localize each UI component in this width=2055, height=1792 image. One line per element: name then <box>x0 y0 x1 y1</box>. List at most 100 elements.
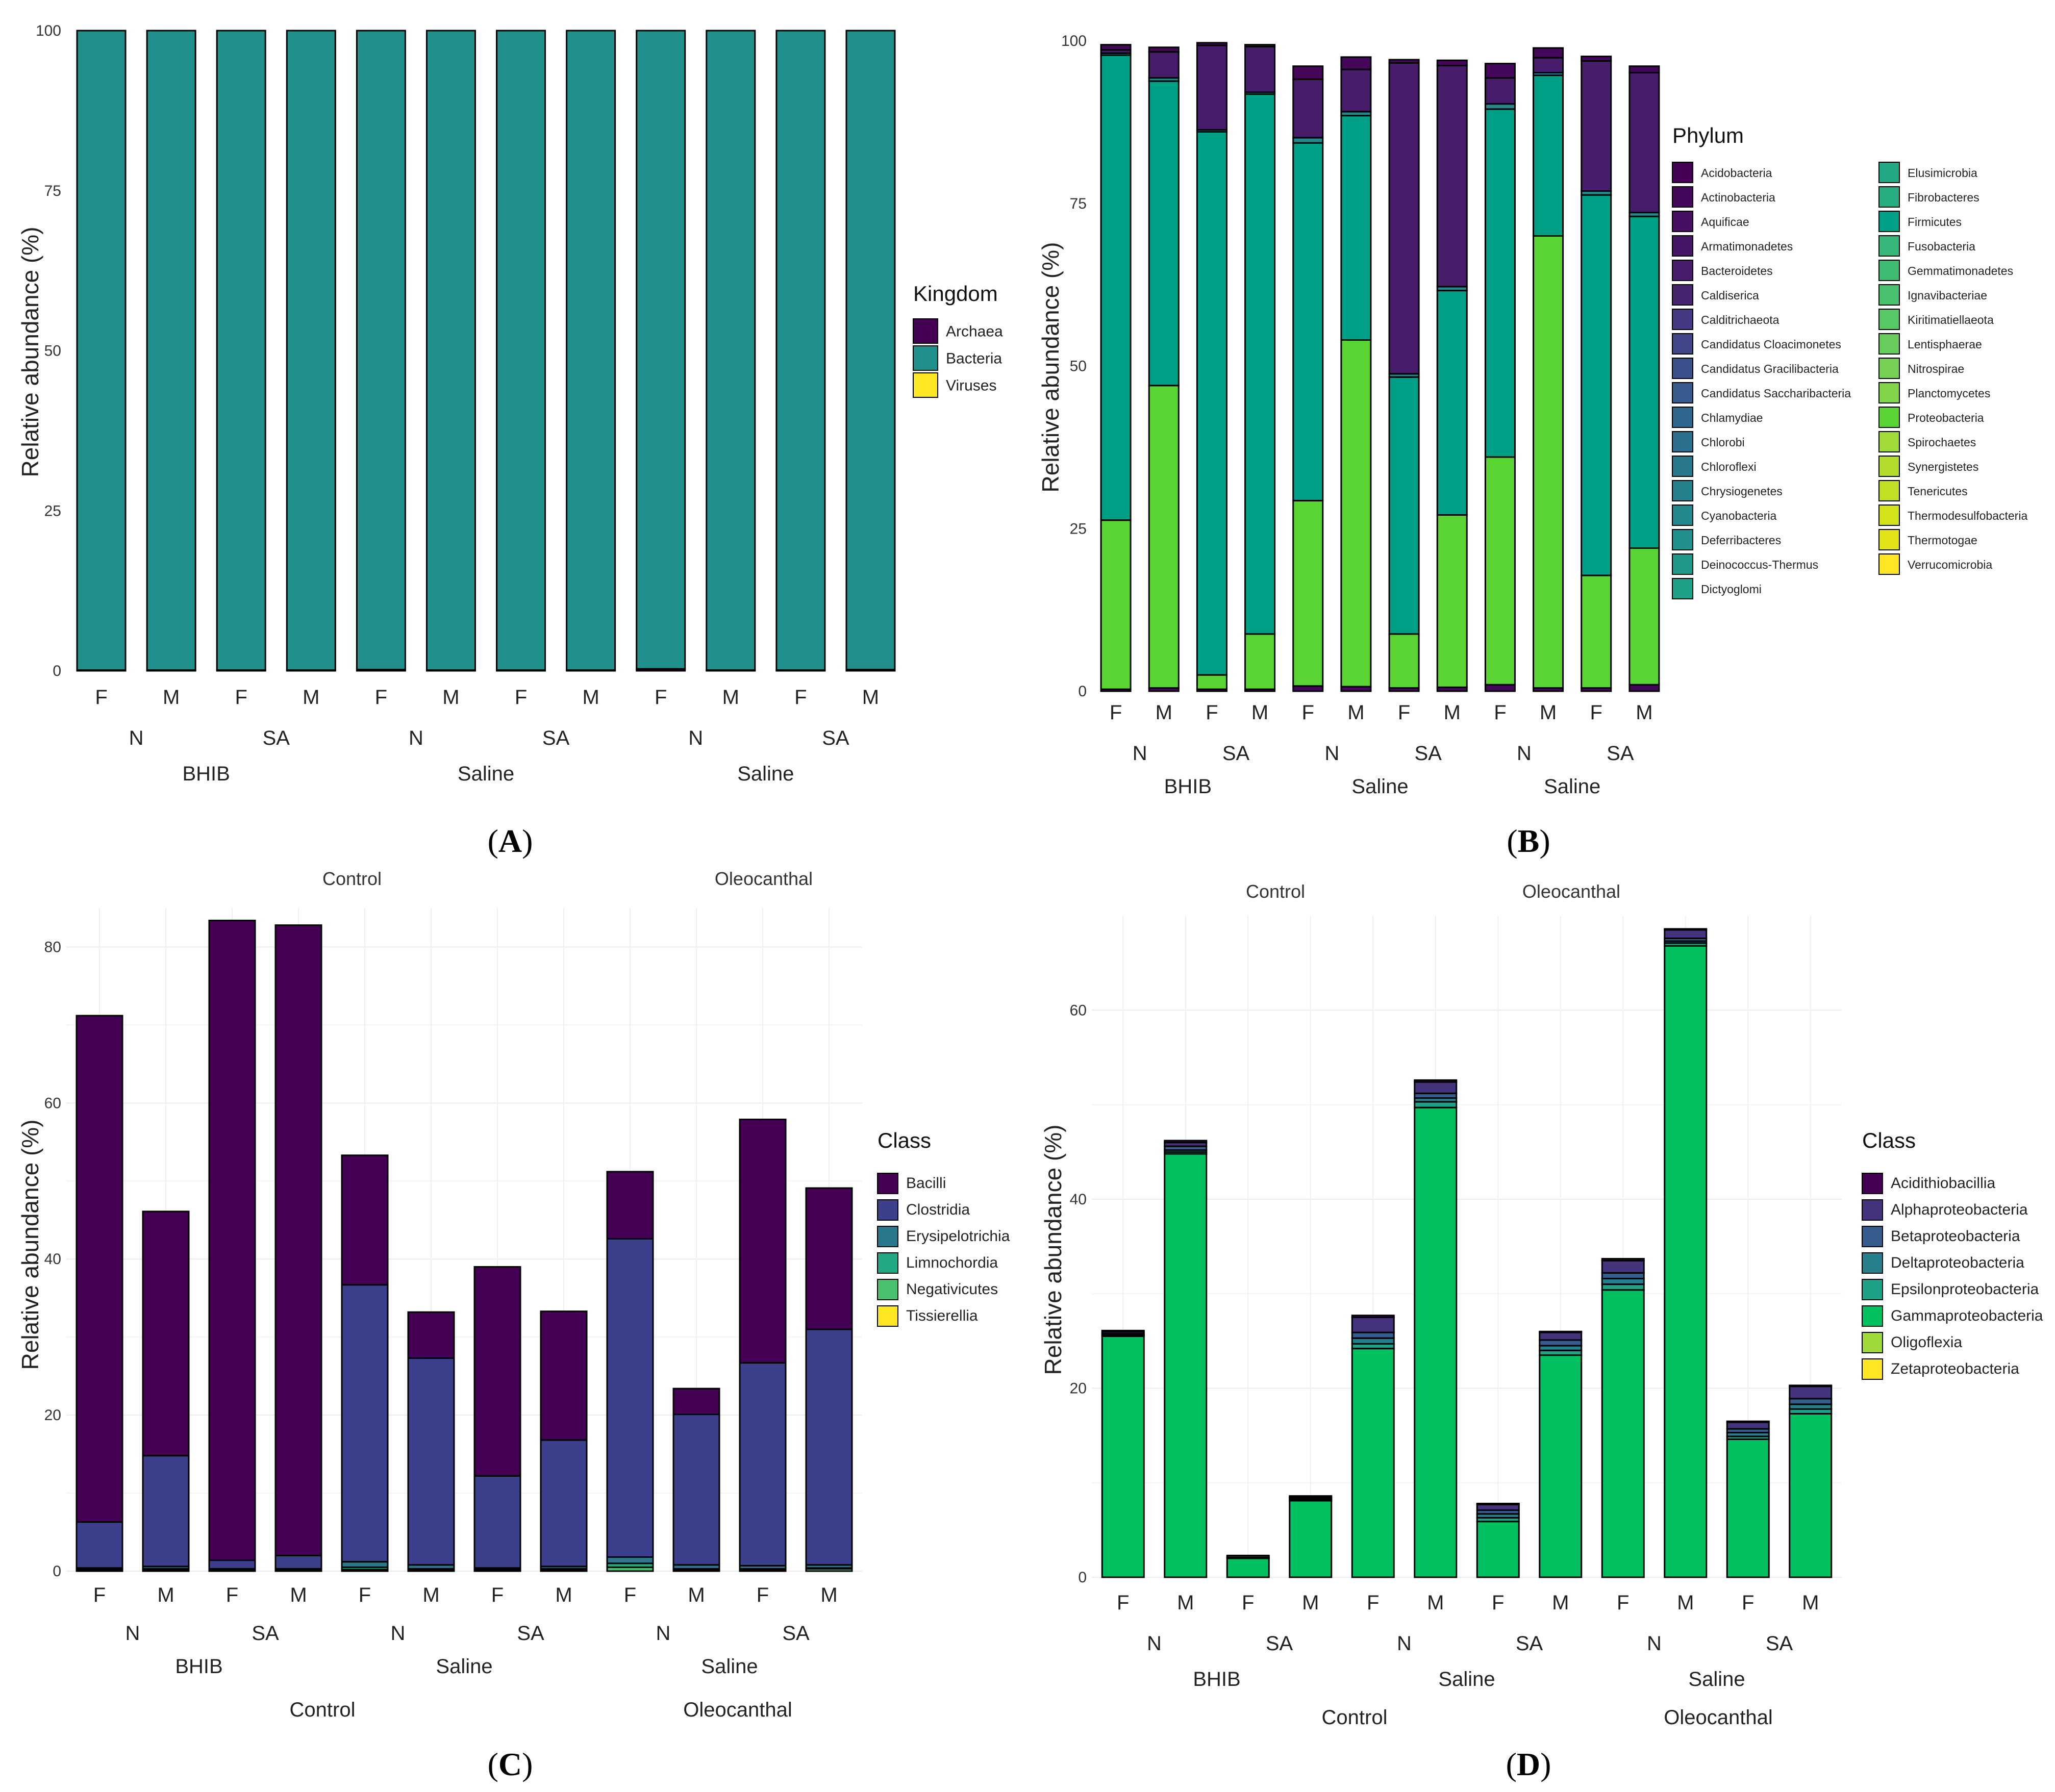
x-sex-label: M <box>1302 1592 1319 1614</box>
legend-swatch <box>1878 235 1900 257</box>
legend-swatch <box>1672 284 1693 306</box>
bar-segment <box>1476 1503 1520 1511</box>
bar-segment <box>1539 1331 1583 1341</box>
legend-swatch <box>1862 1199 1883 1221</box>
legend-label: Deltaproteobacteria <box>1891 1254 2024 1271</box>
legend-item: Tenericutes <box>1878 480 1968 501</box>
bar-segment <box>1388 59 1420 64</box>
legend-label: Gammaproteobacteria <box>1891 1307 2043 1324</box>
legend-swatch <box>1878 260 1900 281</box>
bar-segment <box>1414 1081 1458 1094</box>
x-sex-label: F <box>1110 701 1122 724</box>
bar-stack <box>1226 1554 1270 1578</box>
legend-label: Actinobacteria <box>1701 191 1775 204</box>
legend-swatch <box>1672 504 1693 526</box>
x-sex-label: M <box>1177 1592 1194 1614</box>
legend-swatch <box>1878 504 1900 526</box>
bar-segment <box>1601 1258 1645 1261</box>
legend-item: Chlamydiae <box>1672 407 1763 428</box>
bar-stack <box>1340 56 1372 692</box>
chart-a: 0 25 50 75 100 Relative abundance (%) F M F M F M F M… <box>17 22 1003 785</box>
bar-stack <box>1664 928 1708 1578</box>
legend-label: Fusobacteria <box>1908 240 1975 253</box>
legend-item: Archaea <box>913 318 1003 344</box>
bar-stack <box>286 30 336 672</box>
x-sex-label: F <box>1302 701 1314 724</box>
bar-segment <box>274 924 322 1556</box>
x-sex-label: M <box>1156 701 1172 724</box>
x-infection-label: SA <box>1607 742 1634 765</box>
y-tick-label: 50 <box>44 343 61 360</box>
x-sex-label: M <box>1552 1592 1569 1614</box>
bar-segment <box>1388 376 1420 635</box>
bar-stack <box>1484 63 1516 692</box>
bar-segment <box>1226 1554 1270 1558</box>
legend-item: Clostridia <box>877 1199 970 1221</box>
bar-segment <box>1789 1385 1833 1400</box>
bar-segment <box>1664 945 1708 1578</box>
x-treatment-label: Saline <box>1351 775 1408 798</box>
y-tick-label: 60 <box>44 1095 61 1112</box>
bar-segment <box>1601 1277 1645 1285</box>
bar-stack <box>356 30 406 672</box>
legend-swatch <box>1878 529 1900 550</box>
x-sex-label: M <box>582 686 599 709</box>
x-treatment-label: BHIB <box>175 1655 222 1678</box>
bar-segment <box>706 30 756 671</box>
legend-item: Thermotogae <box>1878 529 1977 550</box>
legend-swatch <box>877 1279 898 1300</box>
bar-segment <box>1628 65 1660 73</box>
panel-label-d: (D) <box>1506 1746 1551 1782</box>
legend-swatch <box>877 1199 898 1221</box>
bar-segment <box>1436 514 1468 688</box>
bar-segment <box>1351 1348 1395 1578</box>
x-infection-label: SA <box>1766 1632 1793 1655</box>
bar-stack <box>805 1187 853 1572</box>
legend-swatch <box>1672 235 1693 257</box>
legend-swatch <box>1878 284 1900 306</box>
legend: Class Acidithiobacillia Alphaproteobacteri… <box>1862 1128 2043 1380</box>
top-group-label: Oleocanthal <box>715 868 813 889</box>
x-infection-label: SA <box>1266 1632 1293 1655</box>
bar-segment <box>146 30 196 671</box>
legend-swatch <box>1878 162 1900 183</box>
legend-label: Limnochordia <box>906 1254 998 1271</box>
bar-segment <box>1628 684 1660 692</box>
legend-item: Synergistetes <box>1878 456 1978 477</box>
bar-segment <box>1484 77 1516 105</box>
x-infection-label: N <box>1647 1632 1662 1655</box>
bar-stack <box>1101 1329 1145 1578</box>
legend-item: Deinococcus-Thermus <box>1672 553 1818 575</box>
bar-segment <box>1148 51 1180 79</box>
bar-segment <box>1244 633 1276 690</box>
bar-segment <box>1484 684 1516 692</box>
legend-item: Fusobacteria <box>1878 235 1975 257</box>
legend-swatch <box>1878 211 1900 232</box>
bar-segment <box>1100 54 1132 521</box>
bar-segment <box>341 1561 389 1568</box>
x-infection-label: SA <box>822 727 849 749</box>
bar-segment <box>1196 42 1227 46</box>
bar-segment <box>1581 60 1612 192</box>
bar-segment <box>1196 131 1227 676</box>
legend-label: Firmicutes <box>1908 215 1962 229</box>
bar-stack <box>473 1266 521 1572</box>
x-infection-label: N <box>656 1622 671 1645</box>
bar-segment <box>1581 574 1612 689</box>
x-sex-label: M <box>163 686 180 709</box>
y-tick-label: 0 <box>53 663 61 679</box>
bar-segment <box>1628 547 1660 686</box>
legend-label: Fibrobacteres <box>1908 191 1979 204</box>
x-infection-label: SA <box>1222 742 1250 765</box>
legend-item: Tissierellia <box>877 1305 978 1327</box>
bar-segment <box>1148 385 1180 689</box>
legend-item: Bacilli <box>877 1173 946 1194</box>
legend-swatch <box>877 1173 898 1194</box>
bar-segment <box>1484 103 1516 110</box>
legend-swatch <box>1878 407 1900 428</box>
legend-label: Zetaproteobacteria <box>1891 1360 2019 1377</box>
x-sex-label: F <box>1367 1592 1379 1614</box>
x-sex-label: F <box>95 686 107 709</box>
bars <box>1101 928 1833 1578</box>
bar-stack <box>142 1210 190 1572</box>
